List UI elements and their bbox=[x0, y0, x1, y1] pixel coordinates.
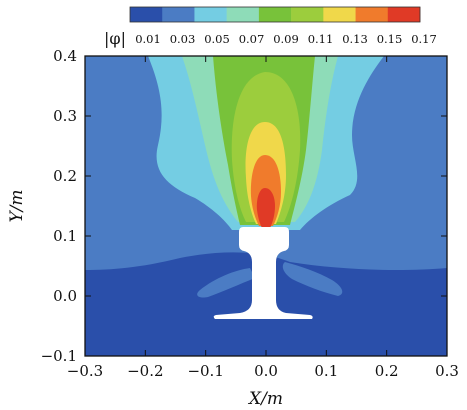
colorbar-tick-label: 0.07 bbox=[239, 32, 265, 46]
colorbar-tick-label: 0.09 bbox=[273, 32, 299, 46]
colorbar-swatches bbox=[129, 6, 421, 23]
y-tick-label: 0.3 bbox=[53, 107, 77, 125]
low-lobe-left bbox=[197, 268, 255, 298]
y-axis-label: Y/m bbox=[7, 189, 27, 222]
low-lobe-right bbox=[282, 262, 343, 296]
y-tick-label: −0.1 bbox=[41, 347, 77, 365]
x-axis-label: X/m bbox=[247, 389, 283, 409]
x-tick-label: −0.1 bbox=[187, 362, 223, 380]
colorbar-swatch bbox=[130, 7, 163, 22]
y-tick-label: 0.4 bbox=[53, 47, 77, 65]
colorbar-frame bbox=[129, 6, 421, 23]
colorbar-tick-label: 0.01 bbox=[135, 32, 161, 46]
x-tick-label: −0.3 bbox=[67, 362, 103, 380]
colorbar-swatch bbox=[387, 7, 421, 22]
colorbar-tick-label: 0.15 bbox=[377, 32, 403, 46]
x-tick-label: −0.2 bbox=[127, 362, 163, 380]
x-tick-label: 0.1 bbox=[314, 362, 338, 380]
colorbar-tick-label: 0.03 bbox=[170, 32, 196, 46]
colorbar: |φ| 0.01 0.03 0.05 0.07 0.09 0.11 0.13 0.15 0.17 bbox=[104, 6, 437, 48]
colorbar-swatch bbox=[258, 7, 292, 22]
rail-profile bbox=[213, 227, 313, 319]
x-tick-label: 0.2 bbox=[375, 362, 399, 380]
colorbar-tick-label: 0.13 bbox=[342, 32, 368, 46]
colorbar-swatch bbox=[162, 7, 195, 22]
y-tick-label: 0.1 bbox=[53, 227, 77, 245]
colorbar-tick-label: 0.05 bbox=[204, 32, 230, 46]
y-tick-label: 0.0 bbox=[53, 287, 77, 305]
contour-plot bbox=[85, 56, 447, 356]
y-axis: −0.1 0.0 0.1 0.2 0.3 0.4 bbox=[41, 47, 447, 365]
colorbar-tick-label: 0.11 bbox=[308, 32, 334, 46]
colorbar-ticks: 0.01 0.03 0.05 0.07 0.09 0.11 0.13 0.15 0.17 bbox=[135, 32, 437, 46]
colorbar-swatch bbox=[291, 7, 324, 22]
colorbar-tick-label: 0.17 bbox=[411, 32, 437, 46]
y-tick-label: 0.2 bbox=[53, 167, 77, 185]
colorbar-label: |φ| bbox=[104, 29, 126, 48]
x-tick-label: 0.0 bbox=[254, 362, 278, 380]
colorbar-swatch bbox=[194, 7, 227, 22]
band-level-0.17 bbox=[256, 188, 275, 228]
colorbar-swatch bbox=[355, 7, 389, 22]
colorbar-swatch bbox=[226, 7, 260, 22]
x-axis: −0.3 −0.2 −0.1 0.0 0.1 0.2 0.3 bbox=[67, 56, 459, 380]
x-tick-label: 0.3 bbox=[435, 362, 459, 380]
colorbar-swatch bbox=[323, 7, 356, 22]
